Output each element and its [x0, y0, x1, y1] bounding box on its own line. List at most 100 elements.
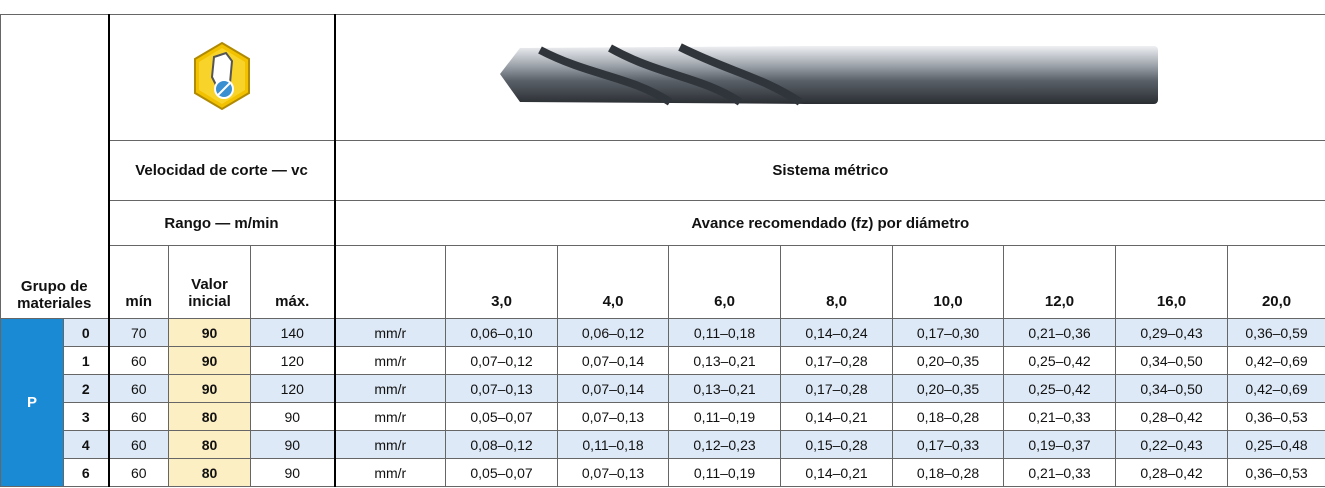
feed-cell: 0,21–0,36 — [1003, 318, 1117, 347]
data-row: 6 60 80 90 mm/r 0,05–0,07 0,07–0,13 0,11–0,19 0,… — [1, 458, 1325, 487]
max-cell: 120 — [249, 346, 336, 375]
data-row: 3 60 80 90 mm/r 0,05–0,07 0,07–0,13 0,11–0,19 0,… — [1, 402, 1325, 431]
max-cell: 90 — [249, 402, 336, 431]
initial-header: Valor inicial — [168, 245, 251, 319]
feed-cell: 0,21–0,33 — [1003, 402, 1117, 431]
data-row: 4 60 80 90 mm/r 0,08–0,12 0,11–0,18 0,12–0,23 0,… — [1, 430, 1325, 459]
drill-cell — [334, 14, 1325, 141]
feed-cell: 0,18–0,28 — [892, 458, 1005, 487]
feed-cell: 0,36–0,53 — [1227, 402, 1325, 431]
feed-cell: 0,28–0,42 — [1115, 402, 1229, 431]
diameter-header: 6,0 — [668, 245, 782, 319]
subgroup-cell: 1 — [63, 346, 110, 375]
min-cell: 60 — [108, 402, 169, 431]
unit-cell: mm/r — [334, 346, 447, 375]
subgroup-cell: 3 — [63, 402, 110, 431]
diameter-header: 16,0 — [1115, 245, 1229, 319]
initial-cell: 90 — [168, 374, 251, 403]
data-row: P 0 70 90 140 mm/r 0,06–0,10 0,06–0,12 0,11–0,18… — [0, 318, 1325, 487]
drill-image — [500, 43, 1159, 106]
icon-cell — [107, 14, 336, 141]
feed-cell: 0,11–0,19 — [668, 402, 782, 431]
feed-cell: 0,18–0,28 — [892, 402, 1005, 431]
feed-cell: 0,34–0,50 — [1115, 374, 1229, 403]
feed-header: Avance recomendado (fz) por diámetro — [334, 200, 1325, 246]
max-cell: 140 — [249, 318, 336, 347]
initial-cell: 80 — [168, 402, 251, 431]
diameter-header: 12,0 — [1003, 245, 1117, 319]
min-cell: 70 — [108, 318, 169, 347]
subgroup-cell: 4 — [63, 430, 110, 459]
feed-cell: 0,11–0,18 — [668, 318, 782, 347]
feed-cell: 0,17–0,30 — [892, 318, 1005, 347]
feed-cell: 0,14–0,21 — [780, 458, 894, 487]
initial-cell: 80 — [168, 458, 251, 487]
min-header: mín — [108, 245, 169, 319]
subgroup-cell: 6 — [63, 458, 110, 487]
feed-cell: 0,07–0,13 — [557, 402, 670, 431]
feed-cell: 0,06–0,10 — [445, 318, 559, 347]
unit-cell: mm/r — [334, 402, 447, 431]
table-wrap: Grupo de materiales Velocidad de corte —… — [0, 14, 1325, 487]
feed-cell: 0,14–0,21 — [780, 402, 894, 431]
initial-cell: 80 — [168, 430, 251, 459]
feed-cell: 0,25–0,42 — [1003, 374, 1117, 403]
max-cell: 90 — [249, 430, 336, 459]
feed-cell: 0,28–0,42 — [1115, 458, 1229, 487]
min-cell: 60 — [108, 346, 169, 375]
unit-cell: mm/r — [334, 430, 447, 459]
feed-cell: 0,22–0,43 — [1115, 430, 1229, 459]
feed-cell: 0,15–0,28 — [780, 430, 894, 459]
initial-cell: 90 — [168, 318, 251, 347]
feed-cell: 0,20–0,35 — [892, 346, 1005, 375]
feed-cell: 0,17–0,28 — [780, 374, 894, 403]
feed-cell: 0,05–0,07 — [445, 458, 559, 487]
feed-cell: 0,17–0,28 — [780, 346, 894, 375]
subgroup-cell: 2 — [63, 374, 110, 403]
feed-cell: 0,29–0,43 — [1115, 318, 1229, 347]
system-header: Sistema métrico — [334, 140, 1325, 201]
feed-cell: 0,34–0,50 — [1115, 346, 1229, 375]
subgroup-cell: 0 — [63, 318, 110, 347]
data-row: 1 60 90 120 mm/r 0,07–0,12 0,07–0,14 0,13–0,21 0… — [1, 346, 1325, 375]
range-header: Rango — m/min — [107, 200, 336, 246]
feed-cell: 0,11–0,19 — [668, 458, 782, 487]
group-header: Grupo de materiales — [0, 14, 110, 319]
max-cell: 90 — [249, 458, 336, 487]
max-cell: 120 — [249, 374, 336, 403]
feed-cell: 0,14–0,24 — [780, 318, 894, 347]
feed-cell: 0,13–0,21 — [668, 374, 782, 403]
feed-cell: 0,07–0,13 — [445, 374, 559, 403]
feed-cell: 0,11–0,18 — [557, 430, 670, 459]
feed-cell: 0,36–0,59 — [1227, 318, 1325, 347]
feed-cell: 0,06–0,12 — [557, 318, 670, 347]
feed-cell: 0,07–0,14 — [557, 374, 670, 403]
feed-cell: 0,07–0,14 — [557, 346, 670, 375]
feed-cell: 0,19–0,37 — [1003, 430, 1117, 459]
feed-cell: 0,25–0,42 — [1003, 346, 1117, 375]
unit-cell: mm/r — [334, 374, 447, 403]
initial-cell: 90 — [168, 346, 251, 375]
diameter-header: 20,0 — [1227, 245, 1325, 319]
min-cell: 60 — [108, 374, 169, 403]
diameter-header: 8,0 — [780, 245, 894, 319]
feed-cell: 0,25–0,48 — [1227, 430, 1325, 459]
diameter-header: 10,0 — [892, 245, 1005, 319]
feed-cell: 0,17–0,33 — [892, 430, 1005, 459]
unit-header — [334, 245, 447, 319]
diameter-header: 4,0 — [557, 245, 670, 319]
tool-icon — [193, 41, 250, 111]
feed-cell: 0,12–0,23 — [668, 430, 782, 459]
feed-cell: 0,42–0,69 — [1227, 374, 1325, 403]
group-cell: P — [0, 318, 64, 487]
feed-cell: 0,07–0,12 — [445, 346, 559, 375]
data-row: 2 60 90 120 mm/r 0,07–0,13 0,07–0,14 0,13–0,21 0… — [1, 374, 1325, 403]
max-header: máx. — [249, 245, 336, 319]
feed-cell: 0,21–0,33 — [1003, 458, 1117, 487]
feed-cell: 0,42–0,69 — [1227, 346, 1325, 375]
min-cell: 60 — [108, 458, 169, 487]
feed-cell: 0,07–0,13 — [557, 458, 670, 487]
unit-cell: mm/r — [334, 458, 447, 487]
min-cell: 60 — [108, 430, 169, 459]
